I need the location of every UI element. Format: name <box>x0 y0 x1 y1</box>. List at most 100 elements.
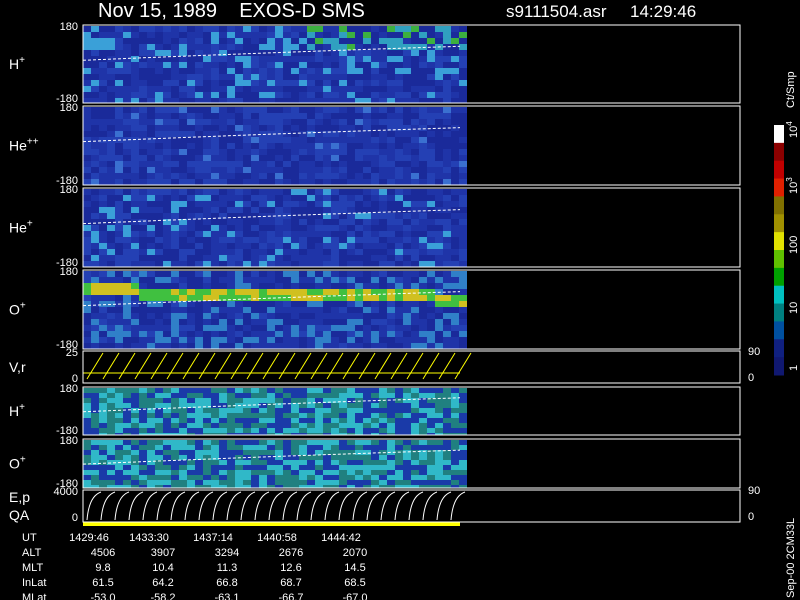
spectrogram-cell <box>91 261 99 267</box>
spectrogram-cell <box>387 161 395 167</box>
spectrogram-cell <box>395 343 403 349</box>
spectrogram-cell <box>419 283 427 289</box>
spectrogram-cell <box>459 137 467 143</box>
spectrogram-cell <box>131 313 139 319</box>
spectrogram-cell <box>131 261 139 267</box>
spectrogram-cell <box>179 107 187 113</box>
spectrogram-cell <box>99 62 107 68</box>
spectrogram-cell <box>395 408 403 413</box>
spectrogram-cell <box>299 98 307 103</box>
spectrogram-cell <box>339 56 347 62</box>
spectrogram-cell <box>235 219 243 225</box>
spectrogram-cell <box>251 319 259 325</box>
spectrogram-cell <box>363 38 371 44</box>
spectrogram-cell <box>451 62 459 68</box>
spectrogram-cell <box>131 179 139 185</box>
spectrogram-cell <box>99 450 107 455</box>
spectrogram-cell <box>259 68 267 74</box>
spectrogram-cell <box>395 189 403 195</box>
spectrogram-cell <box>243 413 251 418</box>
spectrogram-cell <box>187 408 195 413</box>
spectrogram-cell <box>219 470 227 475</box>
spectrogram-cell <box>299 343 307 349</box>
spectrogram-cell <box>227 74 235 80</box>
spectrogram-cell <box>251 465 259 470</box>
spectrogram-cell <box>443 450 451 455</box>
spectrogram-cell <box>115 243 123 249</box>
spectrogram-cell <box>163 26 171 32</box>
spectrogram-cell <box>203 398 211 403</box>
spectrogram-cell <box>307 155 315 161</box>
spectrogram-cell <box>315 428 323 433</box>
spectrogram-cell <box>203 289 211 295</box>
spectrogram-cell <box>107 179 115 185</box>
spectrogram-cell <box>427 98 435 103</box>
spectrogram-cell <box>163 261 171 267</box>
spectrogram-cell <box>163 38 171 44</box>
spectrogram-cell <box>291 470 299 475</box>
spectrogram-cell <box>419 295 427 301</box>
spectrogram-cell <box>451 319 459 325</box>
spectrogram-cell <box>83 295 91 301</box>
spectrogram-cell <box>123 307 131 313</box>
spectrogram-cell <box>171 295 179 301</box>
spectrogram-cell <box>403 74 411 80</box>
spectrogram-cell <box>315 325 323 331</box>
spectrogram-cell <box>299 86 307 92</box>
spectrogram-cell <box>435 26 443 32</box>
spectrogram-cell <box>203 388 211 393</box>
spectrogram-cell <box>315 433 323 435</box>
spectrogram-cell <box>243 393 251 398</box>
spectrogram-cell <box>339 243 347 249</box>
spectrogram-cell <box>267 261 275 267</box>
spectrogram-cell <box>99 68 107 74</box>
spectrogram-cell <box>219 418 227 423</box>
spectrogram-cell <box>323 403 331 408</box>
spectrogram-cell <box>155 56 163 62</box>
spectrogram-cell <box>259 167 267 173</box>
spectrogram-cell <box>315 131 323 137</box>
spectrogram-cell <box>347 485 355 488</box>
spectrogram-cell <box>275 68 283 74</box>
spectrogram-cell <box>427 277 435 283</box>
spectrogram-cell <box>259 403 267 408</box>
spectrogram-cell <box>419 277 427 283</box>
spectrogram-cell <box>267 62 275 68</box>
spectrogram-cell <box>379 261 387 267</box>
spectrogram-cell <box>307 213 315 219</box>
spectrogram-cell <box>211 325 219 331</box>
spectrogram-cell <box>315 319 323 325</box>
spectrogram-cell <box>91 225 99 231</box>
spectrogram-cell <box>179 201 187 207</box>
spectrogram-cell <box>283 137 291 143</box>
spectrogram-cell <box>347 433 355 435</box>
spectrogram-cell <box>275 125 283 131</box>
spectrogram-cell <box>139 433 147 435</box>
spectrogram-cell <box>323 137 331 143</box>
spectrogram-cell <box>171 74 179 80</box>
spectrogram-cell <box>395 32 403 38</box>
spectrogram-cell <box>251 428 259 433</box>
spectrogram-cell <box>83 98 91 103</box>
spectrogram-cell <box>451 243 459 249</box>
spectrogram-cell <box>395 261 403 267</box>
spectrogram-cell <box>427 433 435 435</box>
spectrogram-cell <box>171 179 179 185</box>
spectrogram-cell <box>235 433 243 435</box>
spectrogram-cell <box>107 243 115 249</box>
spectrogram-cell <box>419 143 427 149</box>
spectrogram-cell <box>235 207 243 213</box>
spectrogram-cell <box>171 418 179 423</box>
colorbar-tick-base: 10 <box>788 126 800 138</box>
spectrogram-cell <box>219 173 227 179</box>
spectrogram-cell <box>299 189 307 195</box>
spectrogram-cell <box>195 343 203 349</box>
spectrogram-cell <box>387 418 395 423</box>
spectrogram-cell <box>219 313 227 319</box>
spectrogram-cell <box>395 319 403 325</box>
spectrogram-cell <box>379 201 387 207</box>
spectrogram-cell <box>331 343 339 349</box>
panel-label-sup: + <box>20 301 26 312</box>
spectrogram-cell <box>83 143 91 149</box>
